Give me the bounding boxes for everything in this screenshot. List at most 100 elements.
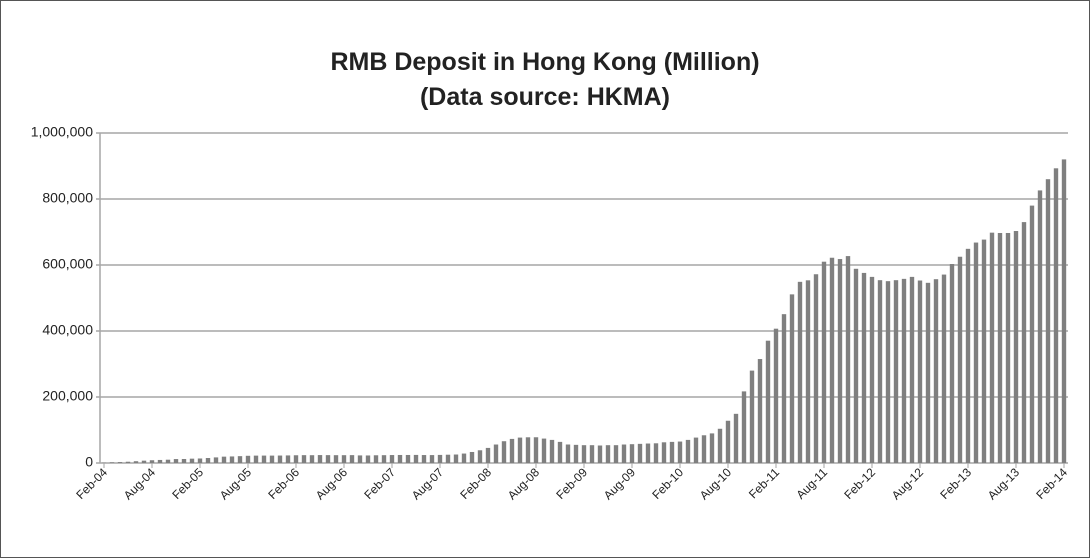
bar <box>173 459 179 463</box>
bar <box>365 455 371 463</box>
bar <box>957 256 963 463</box>
bar <box>805 280 811 463</box>
bar <box>205 458 211 463</box>
bar <box>597 445 603 463</box>
bar <box>141 460 147 463</box>
chart-title: RMB Deposit in Hong Kong (Million) <box>330 48 759 76</box>
bar <box>445 454 451 463</box>
bar <box>149 460 155 463</box>
bar <box>829 257 835 463</box>
bar <box>1029 205 1035 463</box>
bar <box>197 458 203 463</box>
bar <box>789 294 795 463</box>
bar <box>437 454 443 463</box>
bar <box>685 439 691 463</box>
bar <box>669 441 675 463</box>
bar <box>757 359 763 463</box>
y-tick-label: 800,000 <box>42 190 93 206</box>
bar <box>813 274 819 463</box>
bar <box>157 459 163 463</box>
bar <box>405 454 411 463</box>
bar <box>965 248 971 463</box>
bar <box>693 437 699 463</box>
bar <box>725 420 731 463</box>
bar <box>189 458 195 463</box>
bar <box>973 242 979 463</box>
bar <box>949 264 955 463</box>
bar <box>573 444 579 463</box>
bar <box>469 451 475 463</box>
bar <box>253 455 259 463</box>
bar <box>605 445 611 463</box>
bar <box>357 455 363 463</box>
bar <box>661 442 667 463</box>
bar <box>765 340 771 463</box>
bar <box>621 444 627 463</box>
bar <box>389 455 395 463</box>
bar <box>941 274 947 463</box>
bar <box>861 272 867 463</box>
bar <box>541 438 547 463</box>
bar <box>893 280 899 463</box>
bar <box>629 444 635 463</box>
bar <box>453 454 459 463</box>
bar <box>1013 231 1019 463</box>
bar <box>749 370 755 463</box>
bar <box>557 441 563 463</box>
bar <box>117 462 123 463</box>
bar <box>525 437 531 463</box>
bar <box>397 454 403 463</box>
bar <box>245 455 251 463</box>
bar <box>381 455 387 463</box>
bar <box>613 445 619 463</box>
bar <box>301 455 307 463</box>
bar <box>477 450 483 463</box>
bar <box>293 455 299 463</box>
bar <box>269 455 275 463</box>
bar <box>421 455 427 463</box>
bar <box>213 457 219 463</box>
bar <box>349 455 355 463</box>
bar <box>909 276 915 463</box>
bar <box>285 455 291 463</box>
bar <box>1005 232 1011 463</box>
y-tick-label: 200,000 <box>42 388 93 404</box>
bar <box>309 455 315 463</box>
bar <box>461 453 467 463</box>
bar <box>989 232 995 463</box>
bar <box>853 268 859 463</box>
bar <box>549 439 555 463</box>
bar <box>325 455 331 463</box>
bar <box>781 314 787 463</box>
bar <box>509 438 515 463</box>
bar <box>341 455 347 463</box>
bar <box>901 278 907 463</box>
bar <box>869 276 875 463</box>
bar <box>261 455 267 463</box>
y-tick-label: 1,000,000 <box>31 124 93 140</box>
bar <box>501 441 507 463</box>
bar <box>709 433 715 463</box>
bar <box>877 280 883 463</box>
bar <box>485 447 491 463</box>
bar <box>237 456 243 463</box>
bar <box>773 328 779 463</box>
bar <box>493 444 499 463</box>
bar <box>229 456 235 463</box>
bar <box>373 455 379 463</box>
bar <box>917 280 923 463</box>
bar <box>333 455 339 463</box>
bar <box>837 259 843 463</box>
bar <box>997 232 1003 463</box>
bar <box>581 445 587 463</box>
y-tick-label: 600,000 <box>42 256 93 272</box>
bar <box>741 391 747 463</box>
bar <box>653 443 659 463</box>
bar <box>277 455 283 463</box>
chart-subtitle: (Data source: HKMA) <box>420 83 670 111</box>
bar <box>701 435 707 463</box>
bar <box>533 437 539 463</box>
bar <box>717 428 723 463</box>
